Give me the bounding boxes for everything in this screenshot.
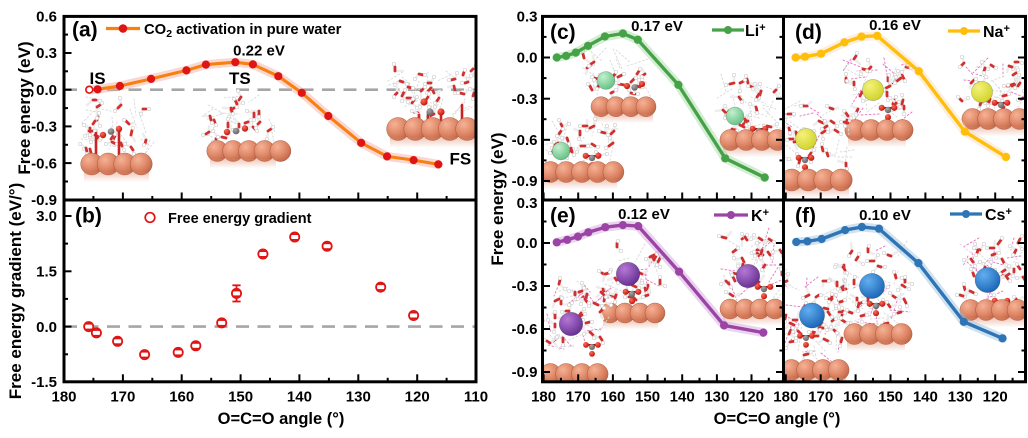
svg-text:-0.3: -0.3 xyxy=(512,91,538,108)
svg-text:160: 160 xyxy=(843,389,868,406)
svg-text:FS: FS xyxy=(450,150,472,169)
svg-text:0.0: 0.0 xyxy=(517,235,538,252)
svg-text:0.16 eV: 0.16 eV xyxy=(869,17,921,34)
svg-text:0.22 eV: 0.22 eV xyxy=(233,43,285,60)
svg-text:180: 180 xyxy=(531,389,556,406)
svg-text:0.0: 0.0 xyxy=(36,82,57,99)
svg-text:180: 180 xyxy=(773,389,798,406)
svg-text:170: 170 xyxy=(110,389,135,406)
svg-text:Free energy gradient: Free energy gradient xyxy=(168,211,312,227)
svg-text:150: 150 xyxy=(228,389,253,406)
svg-text:-0.6: -0.6 xyxy=(512,321,538,338)
svg-text:(b): (b) xyxy=(75,205,102,228)
svg-text:0.17 eV: 0.17 eV xyxy=(631,18,683,35)
svg-text:(d): (d) xyxy=(795,21,822,44)
svg-text:160: 160 xyxy=(169,389,194,406)
svg-text:0.12 eV: 0.12 eV xyxy=(618,206,670,223)
svg-text:0.0: 0.0 xyxy=(36,319,57,336)
svg-text:0.3: 0.3 xyxy=(36,45,57,62)
svg-text:-0.9: -0.9 xyxy=(31,192,57,209)
svg-text:140: 140 xyxy=(670,389,695,406)
svg-text:130: 130 xyxy=(346,389,371,406)
svg-text:-0.9: -0.9 xyxy=(512,364,538,381)
svg-text:TS: TS xyxy=(229,69,251,88)
svg-text:140: 140 xyxy=(913,389,938,406)
svg-text:130: 130 xyxy=(704,389,729,406)
svg-text:0.0: 0.0 xyxy=(517,50,538,67)
svg-text:120: 120 xyxy=(405,389,430,406)
svg-text:-0.9: -0.9 xyxy=(512,173,538,190)
svg-text:-0.6: -0.6 xyxy=(31,155,57,172)
svg-text:-0.3: -0.3 xyxy=(31,119,57,136)
svg-text:0.3: 0.3 xyxy=(517,195,538,212)
svg-text:0.6: 0.6 xyxy=(36,8,57,25)
svg-text:-0.3: -0.3 xyxy=(512,278,538,295)
svg-text:(c): (c) xyxy=(550,21,576,44)
svg-text:150: 150 xyxy=(878,389,903,406)
svg-text:0.10 eV: 0.10 eV xyxy=(859,207,911,224)
svg-text:130: 130 xyxy=(948,389,973,406)
svg-text:140: 140 xyxy=(287,389,312,406)
svg-text:-0.6: -0.6 xyxy=(512,132,538,149)
svg-text:O=C=O angle (°): O=C=O angle (°) xyxy=(714,410,841,428)
svg-text:CO2 activation in pure water: CO2 activation in pure water xyxy=(144,22,342,40)
svg-text:170: 170 xyxy=(566,389,591,406)
svg-text:(a): (a) xyxy=(72,19,98,42)
svg-text:(e): (e) xyxy=(550,205,576,228)
svg-text:120: 120 xyxy=(983,389,1008,406)
svg-text:Cs+: Cs+ xyxy=(985,206,1012,224)
svg-text:150: 150 xyxy=(635,389,660,406)
svg-text:Free energy gradient (eV/°): Free energy gradient (eV/°) xyxy=(6,183,25,400)
svg-text:180: 180 xyxy=(51,389,76,406)
svg-text:-1.5: -1.5 xyxy=(31,374,57,391)
svg-text:Free energy (eV): Free energy (eV) xyxy=(15,41,34,174)
svg-text:120: 120 xyxy=(739,389,764,406)
svg-text:Free energy (eV): Free energy (eV) xyxy=(488,132,507,265)
svg-text:(f): (f) xyxy=(795,205,816,228)
svg-text:IS: IS xyxy=(90,69,106,88)
svg-text:1.5: 1.5 xyxy=(36,263,57,280)
svg-text:O=C=O angle (°): O=C=O angle (°) xyxy=(218,410,345,428)
svg-text:Na+: Na+ xyxy=(983,23,1010,41)
svg-text:170: 170 xyxy=(808,389,833,406)
svg-text:110: 110 xyxy=(464,389,488,406)
svg-text:0.3: 0.3 xyxy=(517,9,538,26)
svg-text:160: 160 xyxy=(600,389,625,406)
svg-text:3.0: 3.0 xyxy=(36,208,57,225)
